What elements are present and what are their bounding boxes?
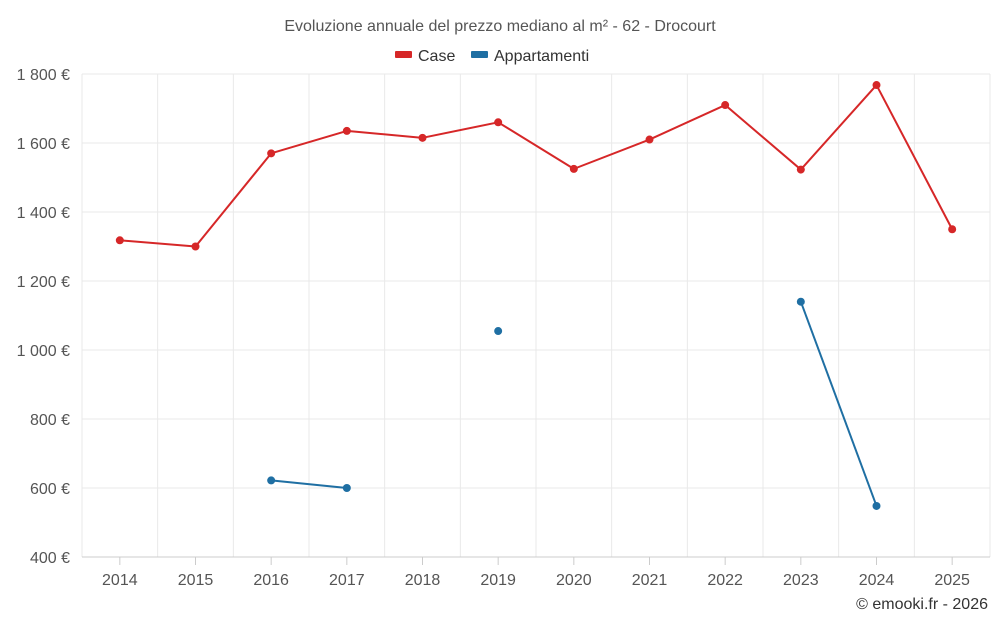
y-tick-label: 400 €: [30, 550, 70, 567]
data-point[interactable]: [267, 476, 276, 485]
data-point[interactable]: [948, 225, 957, 234]
x-tick-label: 2022: [707, 572, 743, 589]
data-point[interactable]: [872, 501, 881, 510]
y-tick-label: 1 600 €: [17, 136, 70, 153]
x-tick-label: 2017: [329, 572, 365, 589]
x-tick-label: 2016: [253, 572, 289, 589]
y-tick-label: 800 €: [30, 412, 70, 429]
legend-item-appartamenti[interactable]: Appartamenti: [471, 48, 589, 65]
x-tick-label: 2020: [556, 572, 592, 589]
legend-swatch-case: [395, 51, 412, 58]
y-tick-label: 1 200 €: [17, 274, 70, 291]
x-tick-label: 2018: [405, 572, 441, 589]
x-tick-label: 2025: [934, 572, 970, 589]
y-axis: 400 € 600 € 800 € 1 000 € 1 200 € 1 400 € 1 60…: [17, 67, 70, 567]
x-tick-label: 2023: [783, 572, 819, 589]
y-tick-label: 1 800 €: [17, 67, 70, 84]
series-appartamenti: [267, 297, 881, 510]
x-tick-label: 2024: [859, 572, 895, 589]
data-point[interactable]: [721, 101, 730, 110]
data-point[interactable]: [418, 133, 427, 142]
legend-item-case[interactable]: Case: [395, 48, 455, 65]
y-tick-label: 1 400 €: [17, 205, 70, 222]
x-tick-label: 2014: [102, 572, 138, 589]
x-tick-label: 2019: [480, 572, 516, 589]
data-point[interactable]: [796, 165, 805, 174]
credit-text: © emooki.fr - 2026: [856, 596, 988, 613]
y-tick-label: 600 €: [30, 481, 70, 498]
data-point[interactable]: [796, 297, 805, 306]
data-point[interactable]: [191, 242, 200, 251]
legend-label-case: Case: [418, 48, 455, 65]
legend-label-appartamenti: Appartamenti: [494, 48, 589, 65]
data-point[interactable]: [645, 135, 654, 144]
series-line: [271, 479, 347, 489]
series-case: [115, 81, 957, 251]
legend: Case Appartamenti: [395, 48, 589, 65]
x-axis: 2014 2015 2016 2017 2018 2019 2020 2021 2022 2023…: [82, 556, 990, 589]
y-tick-label: 1 000 €: [17, 343, 70, 360]
x-tick-label: 2015: [178, 572, 214, 589]
series-line: [119, 84, 954, 248]
legend-swatch-appartamenti: [471, 51, 488, 58]
data-point[interactable]: [342, 126, 351, 135]
data-point[interactable]: [342, 484, 351, 492]
chart-title: Evoluzione annuale del prezzo mediano al…: [284, 18, 716, 35]
data-point[interactable]: [872, 81, 881, 90]
series-line: [799, 301, 878, 507]
data-point[interactable]: [267, 149, 276, 158]
data-point[interactable]: [494, 327, 503, 336]
data-point[interactable]: [115, 236, 124, 245]
data-point[interactable]: [494, 118, 503, 127]
series-layer: [115, 81, 957, 510]
x-tick-label: 2021: [632, 572, 668, 589]
data-point[interactable]: [569, 164, 578, 173]
